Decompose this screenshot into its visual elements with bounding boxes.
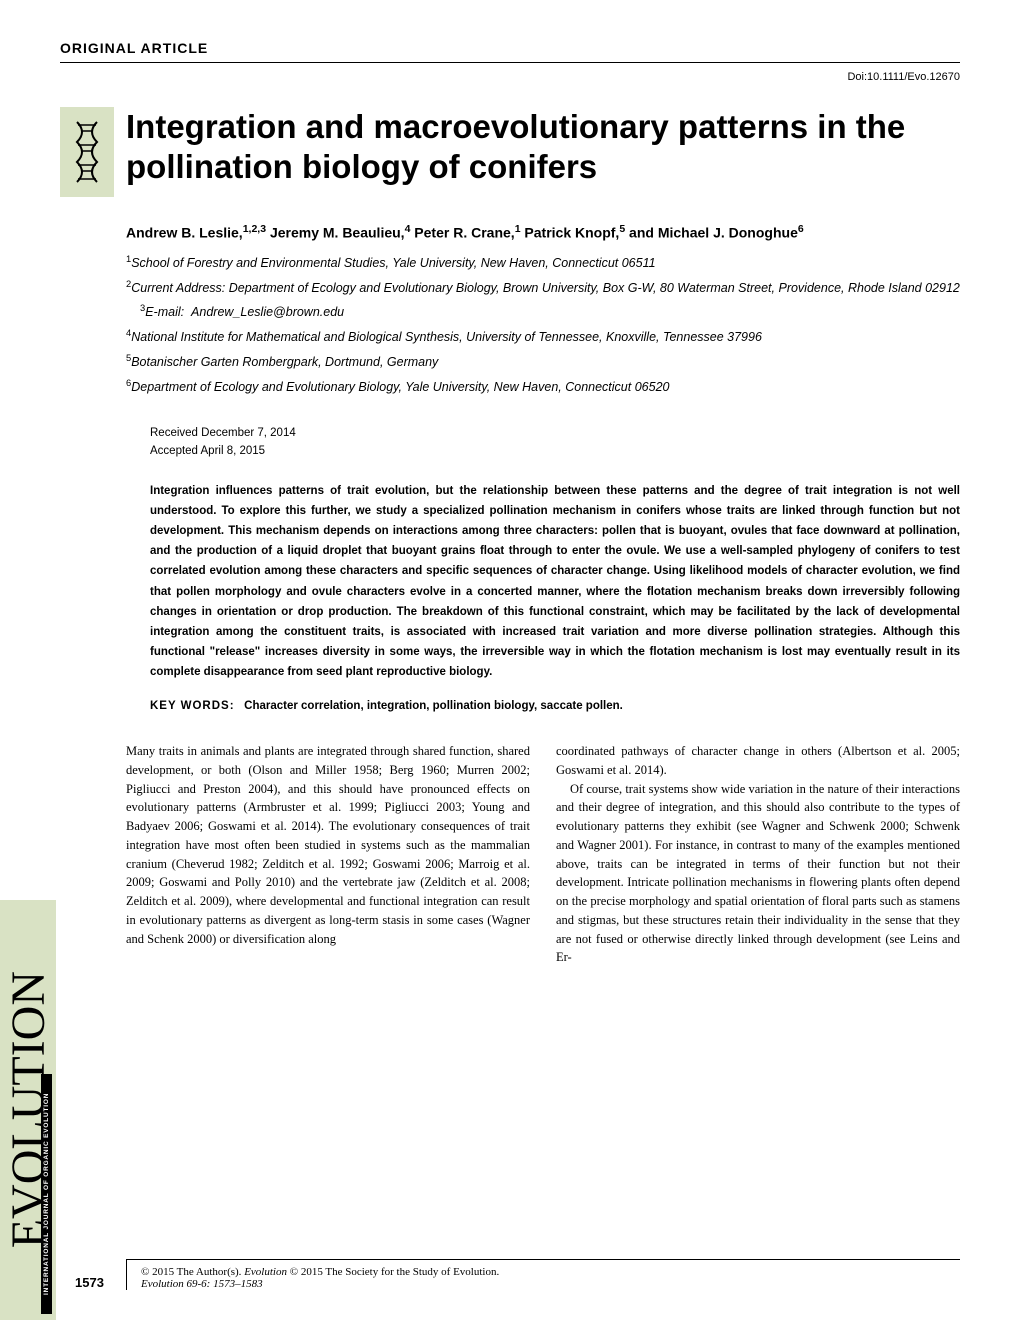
copyright-text: © 2015 The Author(s). Evolution © 2015 T… [141,1266,960,1278]
page-number: 1573 [75,1275,104,1290]
journal-logo [60,107,114,197]
affiliations-block: 1School of Forestry and Environmental St… [126,251,960,400]
journal-citation: Evolution 69-6: 1573–1583 [141,1278,960,1290]
doi-text: Doi:10.1111/Evo.12670 [60,71,960,83]
body-column-right: coordinated pathways of character change… [556,742,960,967]
dna-helix-icon [67,117,107,187]
keywords-block: KEY WORDS: Character correlation, integr… [150,700,960,712]
affiliation-3-email: 3E-mail: Andrew_Leslie@brown.edu [140,300,960,325]
author-list: Andrew B. Leslie,1,2,3 Jeremy M. Beaulie… [126,223,960,241]
affiliation-6: 6Department of Ecology and Evolutionary … [126,375,960,400]
affiliation-1: 1School of Forestry and Environmental St… [126,251,960,276]
dates-block: Received December 7, 2014 Accepted April… [150,424,960,461]
received-date: Received December 7, 2014 [150,424,960,442]
keywords-value: Character correlation, integration, poll… [244,700,623,712]
body-column-left: Many traits in animals and plants are in… [126,742,530,967]
accepted-date: Accepted April 8, 2015 [150,442,960,460]
body-columns: Many traits in animals and plants are in… [126,742,960,967]
affiliation-4: 4National Institute for Mathematical and… [126,325,960,350]
journal-sidebar: EVOLUTION INTERNATIONAL JOURNAL OF ORGAN… [0,900,56,1320]
body-paragraph-2a: coordinated pathways of character change… [556,742,960,780]
article-title: Integration and macroevolutionary patter… [126,107,960,186]
journal-subtitle-vertical: INTERNATIONAL JOURNAL OF ORGANIC EVOLUTI… [41,1074,52,1314]
page-footer: © 2015 The Author(s). Evolution © 2015 T… [126,1259,960,1290]
affiliation-5: 5Botanischer Garten Rombergpark, Dortmun… [126,350,960,375]
affiliation-2: 2Current Address: Department of Ecology … [126,276,960,301]
body-paragraph-2b: Of course, trait systems show wide varia… [556,780,960,968]
body-paragraph-1: Many traits in animals and plants are in… [126,742,530,948]
article-type-label: ORIGINAL ARTICLE [60,40,960,63]
keywords-label: KEY WORDS: [150,700,235,712]
title-row: Integration and macroevolutionary patter… [60,107,960,197]
abstract-text: Integration influences patterns of trait… [150,481,960,682]
